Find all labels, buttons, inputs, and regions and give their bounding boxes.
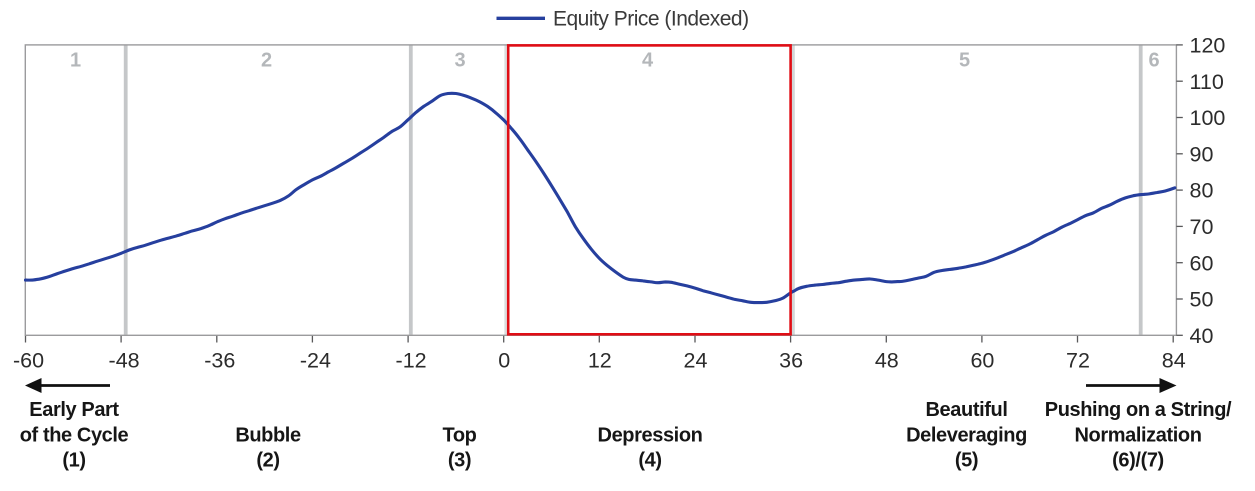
svg-text:110: 110	[1190, 70, 1224, 94]
svg-text:-36: -36	[204, 349, 235, 373]
svg-text:36: 36	[779, 349, 803, 373]
svg-text:70: 70	[1190, 215, 1214, 239]
svg-text:-48: -48	[109, 349, 140, 373]
svg-text:3: 3	[454, 50, 465, 72]
svg-text:Beautiful: Beautiful	[926, 399, 1008, 421]
svg-text:(6)/(7): (6)/(7)	[1112, 450, 1164, 472]
svg-text:50: 50	[1190, 288, 1214, 312]
svg-text:2: 2	[261, 50, 272, 72]
svg-text:Depression: Depression	[598, 424, 703, 446]
svg-text:Top: Top	[443, 424, 477, 446]
svg-text:(2): (2)	[256, 450, 279, 472]
svg-text:-24: -24	[300, 349, 331, 373]
svg-text:of the Cycle: of the Cycle	[20, 424, 129, 446]
svg-text:60: 60	[970, 349, 994, 373]
svg-text:Normalization: Normalization	[1074, 424, 1201, 446]
svg-text:40: 40	[1190, 324, 1214, 348]
svg-text:4: 4	[642, 50, 654, 72]
svg-text:(4): (4)	[638, 450, 661, 472]
svg-text:84: 84	[1162, 349, 1186, 373]
svg-text:Early Part: Early Part	[29, 399, 119, 421]
svg-text:12: 12	[588, 349, 612, 373]
svg-text:(3): (3)	[448, 450, 471, 472]
svg-text:90: 90	[1190, 142, 1214, 166]
svg-text:80: 80	[1190, 179, 1214, 203]
svg-text:5: 5	[959, 50, 970, 72]
svg-text:1: 1	[70, 50, 81, 72]
svg-text:60: 60	[1190, 251, 1214, 275]
svg-text:6: 6	[1148, 50, 1159, 72]
svg-text:-12: -12	[396, 349, 427, 373]
svg-text:Pushing on a String/: Pushing on a String/	[1045, 399, 1232, 421]
svg-text:120: 120	[1190, 34, 1226, 58]
svg-text:(1): (1)	[62, 450, 85, 472]
svg-text:72: 72	[1066, 349, 1090, 373]
svg-text:Equity Price (Indexed): Equity Price (Indexed)	[553, 8, 749, 31]
svg-text:24: 24	[684, 349, 708, 373]
svg-text:-60: -60	[13, 349, 44, 373]
svg-text:(5): (5)	[955, 450, 978, 472]
svg-text:48: 48	[875, 349, 899, 373]
svg-text:100: 100	[1190, 106, 1226, 130]
svg-text:Bubble: Bubble	[235, 424, 301, 446]
svg-text:Deleveraging: Deleveraging	[906, 424, 1027, 446]
svg-text:0: 0	[498, 349, 510, 373]
